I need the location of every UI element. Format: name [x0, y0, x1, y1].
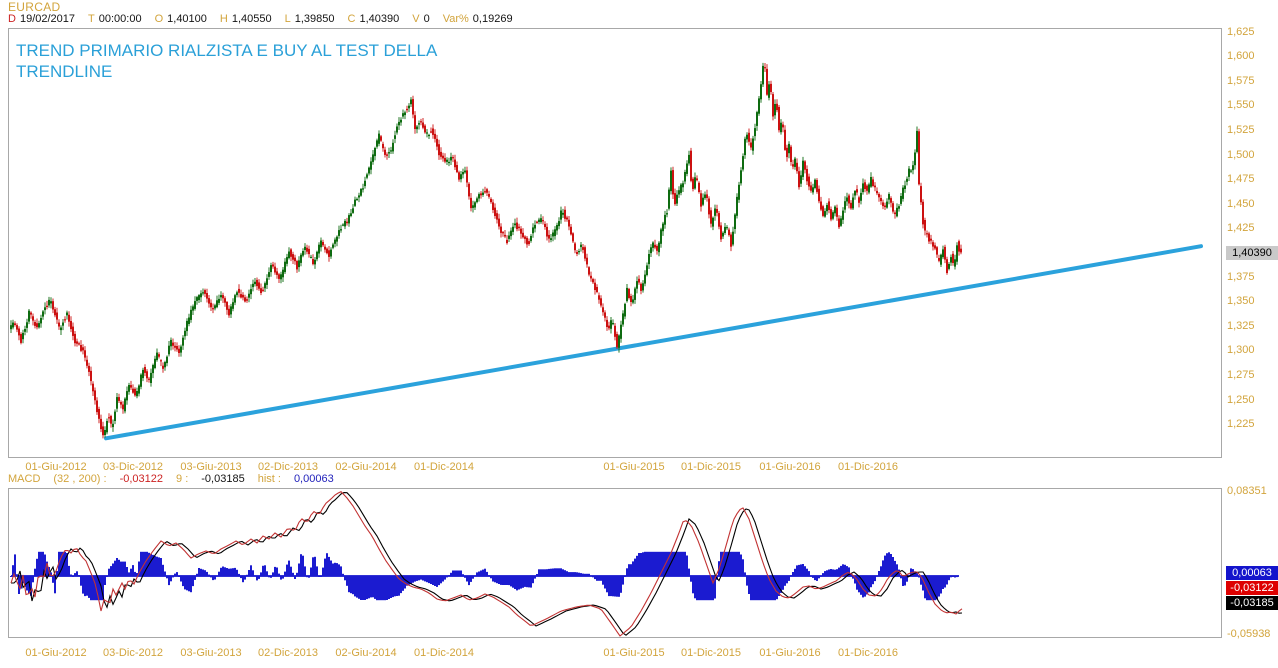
date-label: 03-Giu-2013	[180, 461, 242, 473]
quote-field-value: 19/02/2017	[19, 13, 76, 25]
date-label: 02-Dic-2013	[258, 647, 318, 659]
quote-field-value: 1,40390	[359, 13, 400, 25]
macd-value-box: -0,03122	[1226, 581, 1278, 595]
last-price-box: 1,40390	[1226, 246, 1278, 260]
date-label: 01-Giu-2016	[759, 461, 821, 473]
macd-info-bar: MACD (32 , 200) : -0,03122 9 : -0,03185 …	[8, 473, 334, 485]
price-axis-label: 1,550	[1227, 99, 1255, 111]
quote-field: C 1,40390	[348, 13, 400, 25]
macd-line	[10, 491, 963, 637]
quote-field: O 1,40100	[155, 13, 207, 25]
price-axis-label: 1,250	[1227, 394, 1255, 406]
price-chart[interactable]	[9, 29, 1221, 457]
date-label: 01-Giu-2012	[25, 461, 87, 473]
macd-signal-line	[11, 492, 963, 636]
candlestick-series	[10, 62, 962, 439]
date-label: 03-Dic-2012	[103, 647, 163, 659]
macd-axis-min-label: -0,05938	[1227, 628, 1271, 640]
price-axis-label: 1,475	[1227, 173, 1255, 185]
macd-panel[interactable]	[8, 488, 1222, 638]
macd-params: (32 , 200) :	[53, 473, 107, 485]
macd-hist-value: 0,00063	[293, 473, 334, 485]
date-label: 01-Dic-2015	[681, 647, 741, 659]
date-label: 02-Giu-2014	[335, 461, 397, 473]
date-label: 01-Dic-2016	[838, 647, 898, 659]
price-axis-label: 1,325	[1227, 320, 1255, 332]
date-label: 03-Dic-2012	[103, 461, 163, 473]
macd-signal-label: 9 :	[176, 473, 189, 485]
date-label: 01-Giu-2012	[25, 647, 87, 659]
date-axis-macd[interactable]: 01-Giu-2012 03-Dic-2012 03-Giu-2013 02-Dic-…	[0, 647, 1278, 660]
macd-hist-label: hist :	[257, 473, 281, 485]
trendline[interactable]	[104, 244, 1203, 441]
quote-field: T 00:00:00	[88, 13, 142, 25]
quote-field-value: 1,39850	[294, 13, 335, 25]
price-axis-label: 1,425	[1227, 222, 1255, 234]
date-label: 01-Dic-2014	[414, 461, 474, 473]
price-axis-label: 1,600	[1227, 50, 1255, 62]
macd-hist-value-box: 0,00063	[1226, 566, 1278, 580]
annotation-title: TREND PRIMARIO RIALZISTA E BUY AL TEST D…	[16, 41, 437, 81]
quote-field-value: 0	[423, 13, 430, 25]
quote-field-label: V	[412, 13, 420, 25]
date-label: 02-Dic-2013	[258, 461, 318, 473]
price-axis-label: 1,525	[1227, 124, 1255, 136]
quote-field-label: Var%	[442, 13, 469, 25]
quote-field-value: 1,40100	[167, 13, 207, 25]
quote-field-value: 1,40550	[231, 13, 272, 25]
quote-field-value: 0,19269	[472, 13, 513, 25]
quote-field-label: D	[8, 13, 16, 25]
date-label: 01-Giu-2015	[603, 461, 665, 473]
price-axis-label: 1,450	[1227, 198, 1255, 210]
quote-field: L 1,39850	[285, 13, 335, 25]
price-axis-label: 1,375	[1227, 271, 1255, 283]
quote-field-label: O	[154, 13, 164, 25]
macd-signal-value-box: -0,03185	[1226, 596, 1278, 610]
date-label: 03-Giu-2013	[180, 647, 242, 659]
quote-field-label: T	[88, 13, 95, 25]
symbol-label: EURCAD	[8, 0, 61, 14]
price-axis-label: 1,500	[1227, 149, 1255, 161]
quote-field: H 1,40550	[220, 13, 272, 25]
price-chart-panel[interactable]: TREND PRIMARIO RIALZISTA E BUY AL TEST D…	[8, 28, 1222, 458]
macd-chart[interactable]	[9, 489, 1221, 637]
macd-value: -0,03122	[119, 473, 164, 485]
price-axis-label: 1,275	[1227, 369, 1255, 381]
date-label: 01-Giu-2016	[759, 647, 821, 659]
macd-axis-max-label: 0,08351	[1227, 485, 1267, 497]
date-label: 01-Dic-2015	[681, 461, 741, 473]
price-axis-label: 1,350	[1227, 295, 1255, 307]
price-axis-label: 1,625	[1227, 26, 1255, 38]
quote-field: D 19/02/2017	[8, 13, 75, 25]
date-axis[interactable]: 01-Giu-2012 03-Dic-2012 03-Giu-2013 02-Dic-…	[0, 461, 1278, 474]
price-axis-label: 1,575	[1227, 75, 1255, 87]
macd-signal-value: -0,03185	[201, 473, 245, 485]
price-axis-label: 1,300	[1227, 344, 1255, 356]
macd-indicator-name: MACD	[8, 473, 41, 485]
date-label: 02-Giu-2014	[335, 647, 397, 659]
date-label: 01-Dic-2016	[838, 461, 898, 473]
date-label: 01-Giu-2015	[603, 647, 665, 659]
quote-field-label: L	[284, 13, 291, 25]
quote-field: Var% 0,19269	[443, 13, 513, 25]
quote-field-label: H	[219, 13, 228, 25]
date-label: 01-Dic-2014	[414, 647, 474, 659]
quote-info-bar: D 19/02/2017 T 00:00:00 O 1,40100 H 1,40550 L 1,3…	[8, 13, 513, 25]
price-axis-label: 1,225	[1227, 418, 1255, 430]
quote-field-value: 00:00:00	[98, 13, 142, 25]
quote-field-label: C	[347, 13, 356, 25]
